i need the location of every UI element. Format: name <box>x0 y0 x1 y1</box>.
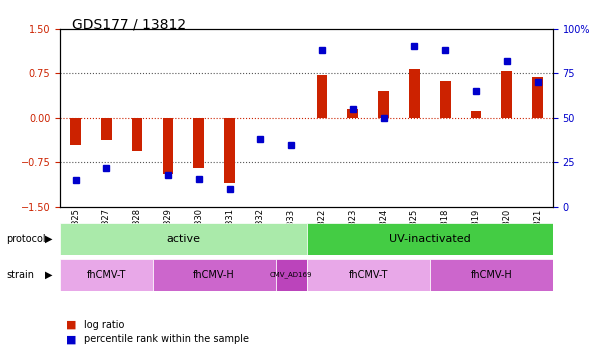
Bar <box>101 118 112 140</box>
FancyBboxPatch shape <box>153 259 276 291</box>
Bar <box>70 118 81 145</box>
Bar <box>440 81 451 118</box>
Text: ▶: ▶ <box>45 234 52 244</box>
FancyBboxPatch shape <box>307 259 430 291</box>
Text: strain: strain <box>6 270 34 280</box>
Bar <box>224 118 235 183</box>
Text: ■: ■ <box>66 320 76 330</box>
Bar <box>347 109 358 118</box>
Text: UV-inactivated: UV-inactivated <box>389 234 471 244</box>
FancyBboxPatch shape <box>430 259 553 291</box>
Text: fhCMV-T: fhCMV-T <box>87 270 126 280</box>
Text: fhCMV-H: fhCMV-H <box>471 270 512 280</box>
Bar <box>317 75 328 118</box>
Text: fhCMV-H: fhCMV-H <box>194 270 235 280</box>
Text: protocol: protocol <box>6 234 46 244</box>
Bar <box>162 118 173 174</box>
Text: ■: ■ <box>66 334 76 344</box>
Text: GDS177 / 13812: GDS177 / 13812 <box>72 18 186 32</box>
Text: fhCMV-T: fhCMV-T <box>349 270 388 280</box>
FancyBboxPatch shape <box>60 223 307 255</box>
FancyBboxPatch shape <box>307 223 553 255</box>
Text: log ratio: log ratio <box>84 320 124 330</box>
FancyBboxPatch shape <box>276 259 307 291</box>
Bar <box>471 111 481 118</box>
Bar <box>132 118 142 151</box>
Bar <box>378 91 389 118</box>
Text: percentile rank within the sample: percentile rank within the sample <box>84 334 249 344</box>
Text: active: active <box>166 234 200 244</box>
FancyBboxPatch shape <box>60 259 153 291</box>
Bar <box>194 118 204 169</box>
Bar <box>501 71 512 118</box>
Text: ▶: ▶ <box>45 270 52 280</box>
Bar <box>409 69 419 118</box>
Text: CMV_AD169: CMV_AD169 <box>270 272 313 278</box>
Bar <box>532 77 543 118</box>
